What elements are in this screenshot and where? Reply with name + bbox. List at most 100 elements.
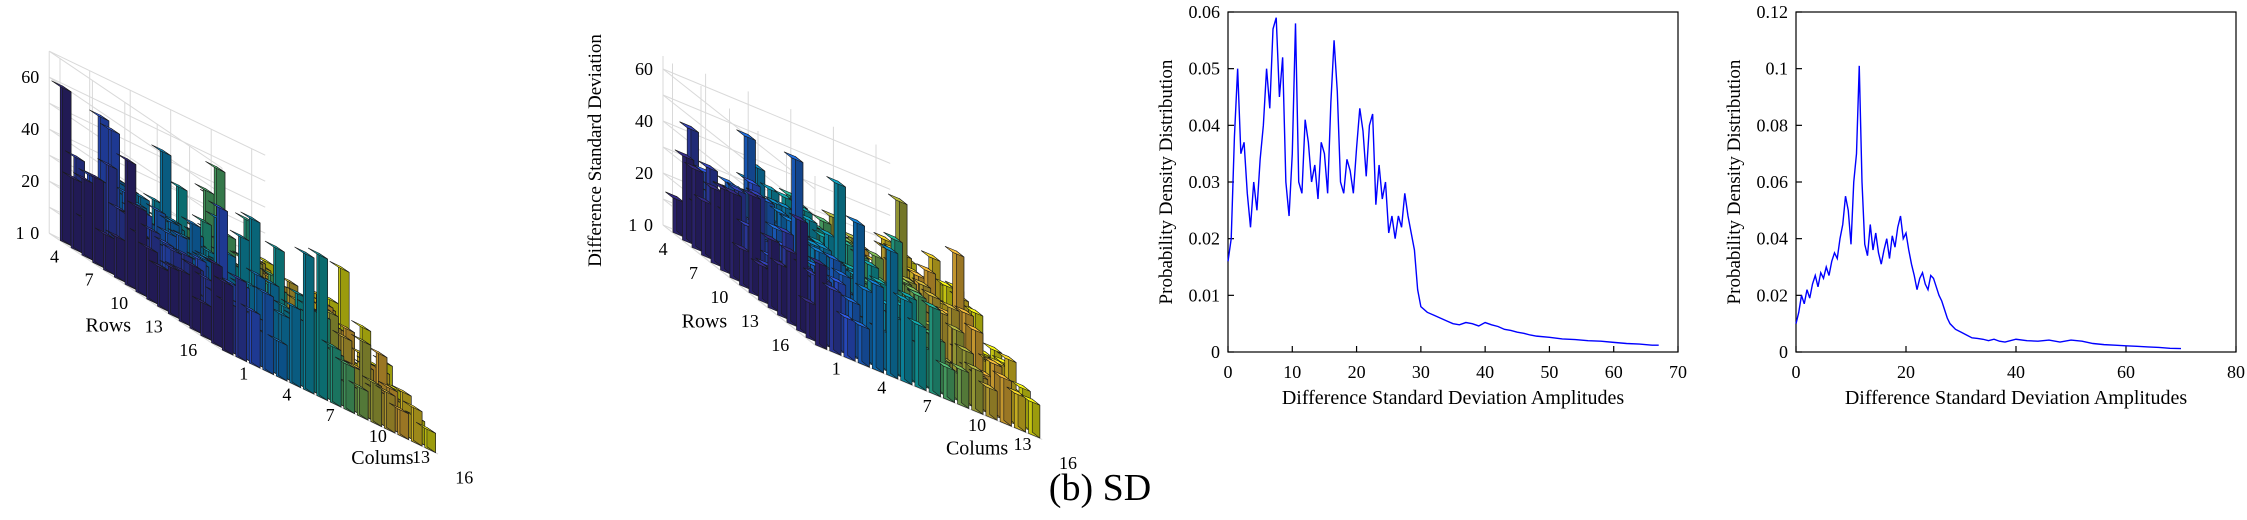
y-axis-label: Probability Density Distribution (1724, 59, 1745, 304)
bar-r3-c1 (788, 212, 809, 336)
tick-labels: 1 4 7 10 13 16 1 4 7 10 13 16 0 20 40 60 (628, 59, 1077, 473)
y-tick-label: 0.02 (1757, 285, 1789, 305)
columns-axis-label: Colums (351, 447, 413, 469)
bars-3d (665, 121, 1041, 439)
bar-r16-c1 (51, 80, 72, 247)
x-tick-label: 0 (1224, 362, 1233, 382)
z-axis-label: Difference Standard Deviation (585, 34, 606, 267)
y-tick-label: 0.06 (1757, 172, 1789, 192)
y-axis-label: Probability Density Distribution (1156, 59, 1177, 304)
col-tick: 7 (923, 396, 932, 416)
pdf-line (1227, 17, 1659, 346)
col-tick: 4 (877, 377, 886, 397)
bar-r1-c13 (978, 380, 998, 421)
bar-r16-c1 (665, 191, 685, 238)
row-tick: 13 (741, 311, 759, 331)
bar-r1-c11 (348, 380, 369, 421)
y-tick-label: 0.04 (1189, 115, 1221, 135)
bar-r1-c5 (864, 276, 884, 374)
x-tick-label: 70 (1669, 362, 1687, 382)
x-tick-label: 40 (1476, 362, 1494, 382)
bar-r2-c1 (798, 294, 818, 343)
y-tick-label: 0.04 (1757, 229, 1789, 249)
z-tick: 40 (21, 119, 39, 139)
bar-r1-c6 (280, 298, 301, 389)
bar-r1-c1 (213, 275, 234, 356)
bar-r5-c1 (170, 263, 191, 327)
bar-r1-c3 (836, 310, 856, 362)
rows-axis-label: Rows (86, 314, 132, 336)
bar-r1-c7 (294, 246, 315, 395)
pdf-line (1795, 65, 2182, 350)
z-tick: 60 (635, 59, 653, 79)
bar-r4-c1 (779, 244, 799, 328)
row-tick: 16 (771, 335, 789, 355)
x-tick-label: 80 (2227, 362, 2245, 382)
col-tick: 13 (412, 447, 430, 467)
x-tick-label: 10 (1283, 362, 1301, 382)
bar-r2-c1 (202, 255, 223, 349)
bar-r9-c1 (127, 200, 147, 298)
x-tick-label: 60 (2117, 362, 2135, 382)
x-tick-label: 20 (1897, 362, 1915, 382)
z-tick: 40 (635, 111, 653, 131)
bar-r10-c1 (116, 153, 137, 290)
bar-r1-c16 (415, 421, 436, 454)
x-tick-label: 50 (1540, 362, 1558, 382)
y-tick-label: 0.03 (1189, 172, 1221, 192)
bar-r1-c15 (402, 400, 423, 447)
x-tick-label: 40 (2007, 362, 2025, 382)
x-axis-label: Difference Standard Deviation Amplitudes (1282, 387, 1625, 409)
bar-r1-c13 (375, 385, 396, 434)
x-axis-label: Difference Standard Deviation Amplitudes (1845, 387, 2188, 409)
y-tick-label: 0.02 (1189, 229, 1221, 249)
x-tick-label: 0 (1792, 362, 1801, 382)
bar-r1-c9 (321, 339, 342, 408)
bar-r1-c11 (949, 361, 970, 410)
y-tick-label: 0.1 (1766, 59, 1789, 79)
bar-r1-c14 (388, 402, 409, 441)
bar-r1-c4 (253, 285, 274, 376)
bar-r1-c10 (935, 359, 955, 404)
z-tick: 20 (635, 163, 653, 183)
col-tick: 13 (1014, 434, 1032, 454)
z-tick: 0 (30, 223, 39, 243)
bar-r1-c12 (963, 361, 984, 416)
bar-r1-c15 (1006, 386, 1026, 433)
bar-r1-c10 (334, 356, 355, 415)
rows-axis-label: Rows (682, 310, 728, 332)
row-tick: 4 (659, 239, 668, 259)
col-tick: 4 (282, 384, 291, 404)
row-tick: 13 (145, 316, 163, 336)
bar-r1-c9 (921, 299, 941, 398)
x-tick-label: 30 (1412, 362, 1430, 382)
y-tick-label: 0 (1211, 342, 1220, 362)
ticks: 0 10 20 30 40 50 60 70 0 0.01 0.02 0.03 0.04 0.05 0.06 (1189, 2, 1688, 382)
bar-r7-c1 (148, 259, 169, 312)
bars-3d (51, 80, 436, 454)
col-tick: 16 (455, 468, 473, 488)
bar-r1-c8 (307, 247, 328, 402)
z-tick: 0 (644, 215, 653, 235)
col-tick: 1 (239, 364, 248, 384)
bar-r1-c3 (240, 303, 261, 369)
bar-r11-c1 (105, 229, 126, 283)
x-tick-label: 60 (1605, 362, 1623, 382)
bar-r1-c4 (850, 318, 870, 368)
y-tick-label: 0.08 (1757, 115, 1789, 135)
x-tick-label: 20 (1348, 362, 1366, 382)
row-tick: 7 (689, 263, 698, 283)
bar-r1-c2 (226, 271, 247, 363)
col-tick: 16 (1059, 453, 1077, 473)
panel-pdf-right: 0 20 40 60 80 0 0.02 0.04 0.06 0.08 0.1 0.12 Differe… (1724, 2, 2245, 409)
bar-r1-c8 (907, 317, 927, 392)
y-tick-label: 0.12 (1757, 2, 1789, 22)
z-tick: 20 (21, 171, 39, 191)
bar-r1-c6 (878, 242, 899, 380)
bar-r13-c1 (83, 170, 104, 269)
row-tick: 4 (50, 246, 59, 266)
y-tick-label: 0.01 (1189, 285, 1221, 305)
y-tick-label: 0 (1779, 342, 1788, 362)
